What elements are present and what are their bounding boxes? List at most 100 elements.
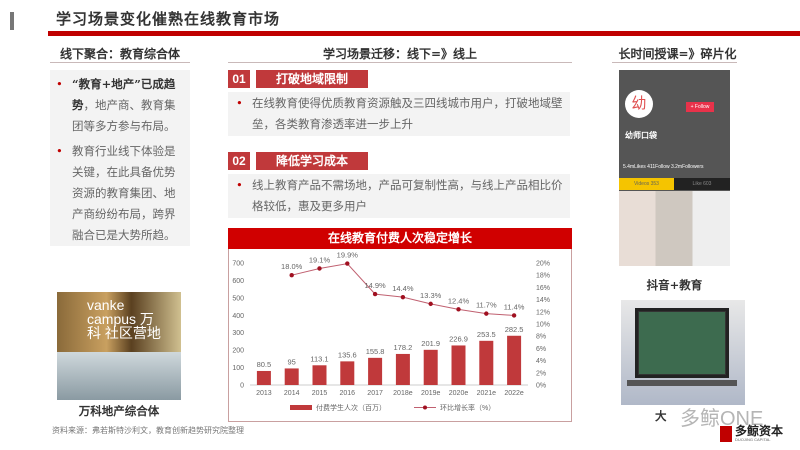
point-body-01: 在线教育使得优质教育资源触及三四线城市用户，打破地域壁垒，各类教育渗透率进一步上… xyxy=(228,92,570,136)
line-label: 12.4% xyxy=(448,296,470,305)
account-name: 幼师口袋 xyxy=(625,131,657,140)
y-left-tick: 400 xyxy=(232,313,244,320)
bar-label: 135.6 xyxy=(338,350,357,359)
follow-button: + Follow xyxy=(686,102,714,112)
line-point xyxy=(400,294,406,300)
line-point xyxy=(428,301,433,307)
y-left-tick: 700 xyxy=(232,261,244,268)
bar-label: 226.9 xyxy=(449,334,468,343)
line-label: 18.0% xyxy=(281,262,303,271)
source-note: 资料来源：弗若斯特沙利文，教育创新趋势研究院整理 xyxy=(52,426,244,435)
video-grid xyxy=(619,191,730,266)
right-heading-line xyxy=(612,62,737,63)
left-bullet-2: 教育行业线下体验是关键，在此具备优势资源的教育集团、地产商纷纷布局，跨界融合已是… xyxy=(52,141,184,246)
point-label-01: 打破地域限制 xyxy=(256,70,368,88)
bar xyxy=(256,370,271,385)
bar-label: 113.1 xyxy=(310,354,328,363)
line-label: 11.7% xyxy=(476,301,497,310)
legend-bar-swatch xyxy=(290,405,312,410)
x-tick: 2015 xyxy=(312,390,328,397)
line-point xyxy=(289,273,294,278)
title-divider xyxy=(48,31,800,36)
point-text: 在线教育使得优质教育资源触及三四线城市用户，打破地域壁垒，各类教育渗透率进一步上… xyxy=(232,93,566,135)
right-caption-1: 抖音+教育 xyxy=(646,278,703,292)
bar-label: 95 xyxy=(288,357,296,366)
line-label: 13.3% xyxy=(420,291,442,300)
bullet-text: 教育行业线下体验是关键，在此具备优势资源的教育集团、地产商纷纷布局，跨界融合已是… xyxy=(72,144,176,242)
line-point xyxy=(511,313,517,318)
douyin-screenshot: 幼 + Follow 幼师口袋 5.4mLikes 411Follow 3.2m… xyxy=(619,70,730,266)
point-text: 线上教育产品不需场地，产品可复制性高，与线上产品相比价格较低，惠及更多用户 xyxy=(232,175,566,217)
y-left-tick: 600 xyxy=(232,278,244,285)
left-bullet-1: “教育+地产”已成趋势，地产商、教育集团等多方参与布局。 xyxy=(52,74,184,137)
line-label: 19.1% xyxy=(309,255,331,264)
left-caption: 万科地产综合体 xyxy=(78,404,160,418)
logo-icon xyxy=(720,425,732,442)
y-right-tick: 18% xyxy=(536,273,550,280)
y-right-tick: 2% xyxy=(536,370,546,377)
bar xyxy=(284,368,299,385)
account-stats: 5.4mLikes 411Follow 3.2mFollowers xyxy=(623,164,704,170)
y-right-tick: 8% xyxy=(536,334,546,341)
bar xyxy=(340,361,355,385)
line-point xyxy=(372,291,378,297)
online-teacher-photo xyxy=(621,300,745,405)
bar xyxy=(507,335,522,385)
line-label: 19.9% xyxy=(337,251,359,260)
y-right-tick: 20% xyxy=(536,261,550,268)
y-left-tick: 100 xyxy=(232,365,244,372)
point-label-02: 降低学习成本 xyxy=(256,152,368,170)
x-tick: 2020e xyxy=(449,390,469,397)
x-tick: 2014 xyxy=(284,390,300,397)
point-number-01: 01 xyxy=(228,70,250,88)
bar xyxy=(451,345,466,385)
line-label: 14.9% xyxy=(364,281,386,290)
watermark: 多鲸ONE xyxy=(680,408,764,430)
bar-label: 282.5 xyxy=(505,325,524,334)
y-right-tick: 6% xyxy=(536,346,546,353)
y-right-tick: 4% xyxy=(536,358,546,365)
tab-likes: Like 603 xyxy=(674,178,730,190)
growth-chart: 0 100 200 300 400 500 600 700 0% 2% 4% 6% 8% 10% 12% 14… xyxy=(232,251,550,412)
x-tick: 2017 xyxy=(367,390,383,397)
bar xyxy=(479,340,494,385)
y-right-tick: 16% xyxy=(536,285,550,292)
bar xyxy=(423,349,438,385)
bar-label: 253.5 xyxy=(477,330,496,339)
y-left-tick: 0 xyxy=(240,383,244,390)
x-tick: 2019e xyxy=(421,390,441,397)
left-heading-line xyxy=(50,62,190,63)
legend-bar-label: 付费学生人次（百万） xyxy=(316,403,386,412)
x-tick: 2013 xyxy=(256,390,272,397)
x-tick: 2022e xyxy=(504,390,524,397)
y-right-tick: 0% xyxy=(536,383,546,390)
legend-line-marker xyxy=(423,405,427,410)
bar-label: 155.8 xyxy=(366,347,385,356)
logo-subtext: DUOJING CAPITAL xyxy=(735,437,771,442)
middle-heading-line xyxy=(228,62,572,63)
right-heading: 长时间授课=》碎片化 xyxy=(618,47,737,61)
bullet-bold: “教育+地产”已成趋势 xyxy=(72,77,176,112)
right-caption-2: 大 xyxy=(655,409,667,423)
bar xyxy=(312,365,327,385)
legend-line-label: 环比增长率（%） xyxy=(440,403,495,412)
point-body-02: 线上教育产品不需场地，产品可复制性高，与线上产品相比价格较低，惠及更多用户 xyxy=(228,174,570,218)
y-left-tick: 200 xyxy=(232,348,244,355)
title-marker xyxy=(10,12,14,30)
middle-heading: 学习场景迁移：线下=》线上 xyxy=(322,47,478,61)
x-tick: 2018e xyxy=(393,390,413,397)
bar xyxy=(368,357,383,385)
vanke-campus-photo: vanke campus 万科 社区营地 xyxy=(57,292,181,400)
y-right-tick: 14% xyxy=(536,297,550,304)
bar-label: 201.9 xyxy=(421,339,440,348)
line-label: 11.4% xyxy=(504,302,525,311)
line-point xyxy=(317,266,322,271)
logo-text: 多鲸资本 xyxy=(735,424,784,438)
bar xyxy=(395,353,410,385)
point-number-02: 02 xyxy=(228,152,250,170)
tab-videos: Videos 353 xyxy=(619,178,674,190)
left-bullets: “教育+地产”已成趋势，地产商、教育集团等多方参与布局。 教育行业线下体验是关键… xyxy=(50,70,190,246)
bullet-text: ，地产商、教育集团等多方参与布局。 xyxy=(72,98,176,133)
app-avatar: 幼 xyxy=(625,90,653,118)
y-right-tick: 12% xyxy=(536,309,550,316)
